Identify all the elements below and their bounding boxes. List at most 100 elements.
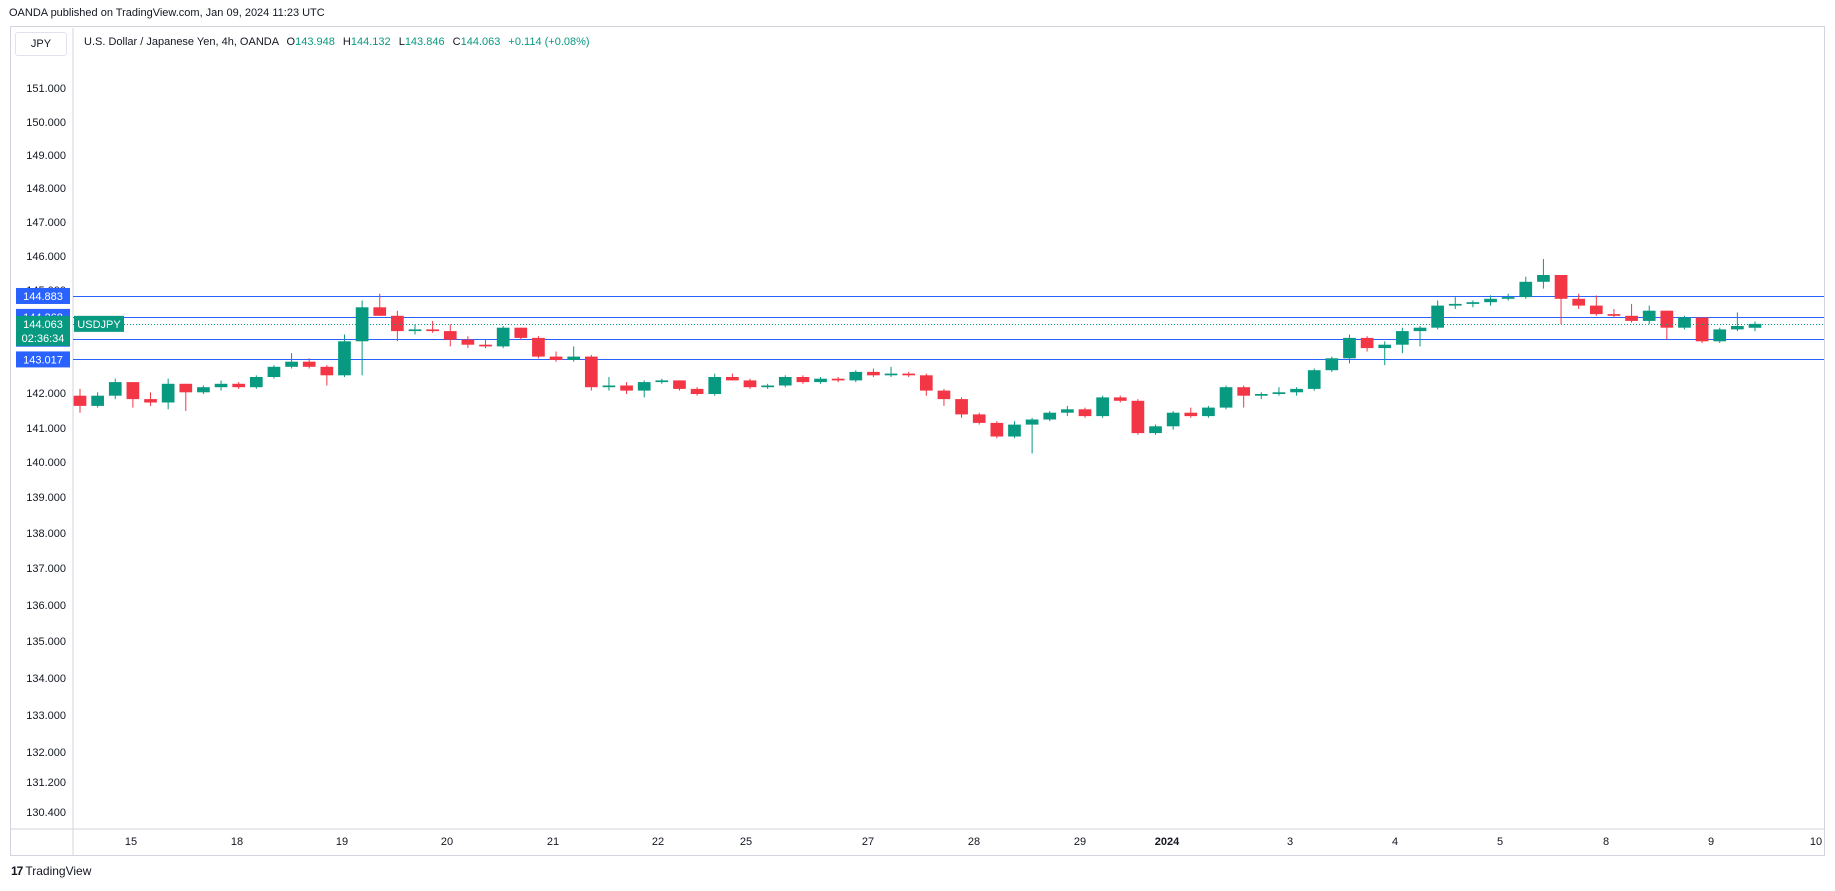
candle-body (1378, 344, 1392, 349)
candle-body (1501, 297, 1515, 299)
x-tick-label: 3 (1287, 836, 1293, 848)
x-tick-label: 22 (652, 836, 664, 848)
x-tick-label: 2024 (1155, 836, 1180, 848)
candle-body (1237, 387, 1251, 396)
candle-body (796, 377, 810, 383)
candle-body (637, 382, 651, 391)
candle-body (937, 390, 951, 400)
candle-body (761, 385, 774, 388)
tradingview-brand-text: TradingView (25, 864, 92, 878)
candle-body (1713, 329, 1727, 342)
x-tick-label: 19 (336, 836, 348, 848)
y-tick-label: 136.000 (26, 600, 66, 612)
legend-open-label: O (286, 36, 296, 48)
candle-body (955, 399, 968, 415)
y-tick-label: 131.200 (26, 777, 66, 789)
legend-high-label: H (342, 36, 351, 48)
candle-body (1325, 358, 1339, 371)
y-tick-label: 140.000 (26, 457, 66, 469)
candle-body (655, 380, 669, 383)
currency-selector[interactable]: JPY (15, 32, 67, 56)
candle-body (496, 327, 510, 347)
candle-body (1078, 409, 1092, 417)
candle-body (1678, 317, 1691, 328)
candle-body (1149, 426, 1162, 434)
candle-body (1431, 305, 1444, 328)
candle-body (426, 329, 439, 332)
candle-body (1519, 281, 1533, 298)
candle-body (884, 373, 898, 376)
candle-body (849, 371, 863, 381)
candle-body (144, 399, 157, 403)
candle-body (1484, 298, 1497, 303)
candle-body (1025, 419, 1039, 425)
candle-body (1466, 302, 1480, 304)
candle-body (620, 385, 633, 391)
candle-body (1360, 337, 1374, 349)
last-price-label: 144.063 (23, 319, 63, 331)
candle-body (549, 356, 563, 360)
candle-body (1254, 394, 1268, 396)
candle-body (1113, 397, 1127, 401)
candle-body (831, 378, 845, 381)
chart-frame (10, 26, 1825, 856)
candle-body (919, 375, 933, 391)
legend-close-value: 144.063 (460, 36, 501, 48)
y-tick-label: 130.400 (26, 807, 66, 819)
x-tick-label: 20 (441, 836, 453, 848)
candle-body (355, 307, 369, 342)
bar-countdown-label: 02:36:34 (22, 333, 65, 345)
candle-body (1748, 323, 1762, 328)
candle-body (285, 361, 298, 367)
candle-body (1290, 388, 1303, 393)
candle-body (408, 329, 422, 332)
candle-body (778, 377, 792, 386)
candle-body (1061, 409, 1074, 413)
candle-body (338, 341, 351, 376)
currency-label: JPY (30, 38, 52, 50)
candle-body (1572, 298, 1586, 306)
candle-body (1607, 314, 1621, 316)
candle-body (267, 366, 281, 377)
tradingview-logo[interactable]: 17 TradingView (11, 864, 91, 878)
horizontal-level-label-bg (16, 351, 70, 368)
candle-body (1043, 412, 1057, 420)
candle-body (197, 387, 210, 393)
candle-body (302, 361, 316, 367)
x-tick-label: 28 (968, 836, 980, 848)
candle-body (1589, 305, 1603, 315)
x-tick-label: 18 (231, 836, 243, 848)
tradingview-logo-icon: 17 (11, 864, 23, 878)
x-tick-label: 21 (547, 836, 559, 848)
candle-body (214, 383, 228, 388)
candle-body (1131, 400, 1145, 434)
y-tick-label: 134.000 (26, 673, 66, 685)
candle-body (249, 377, 263, 388)
candle-body (1272, 392, 1286, 394)
horizontal-level-label: 144.883 (23, 291, 63, 303)
x-tick-label: 9 (1708, 836, 1714, 848)
candle-body (443, 331, 457, 340)
candle-body (1448, 303, 1462, 306)
candle-body (1660, 310, 1674, 328)
y-tick-label: 151.000 (26, 83, 66, 95)
candle-body (1166, 412, 1180, 427)
candle-body (179, 383, 193, 393)
candle-body (1219, 387, 1233, 408)
y-tick-label: 138.000 (26, 528, 66, 540)
candle-body (690, 388, 704, 394)
candle-body (1202, 407, 1215, 417)
publisher-line: OANDA published on TradingView.com, Jan … (9, 7, 325, 19)
candle-body (232, 383, 246, 388)
y-tick-label: 146.000 (26, 251, 66, 263)
candle-body (1731, 326, 1744, 330)
candle-body (726, 377, 739, 381)
candle-body (972, 414, 986, 423)
candle-body (1008, 424, 1021, 437)
candle-body (126, 382, 140, 400)
candle-body (1554, 275, 1568, 299)
candle-body (1307, 370, 1321, 389)
x-tick-label: 29 (1074, 836, 1086, 848)
y-tick-label: 149.000 (26, 150, 66, 162)
